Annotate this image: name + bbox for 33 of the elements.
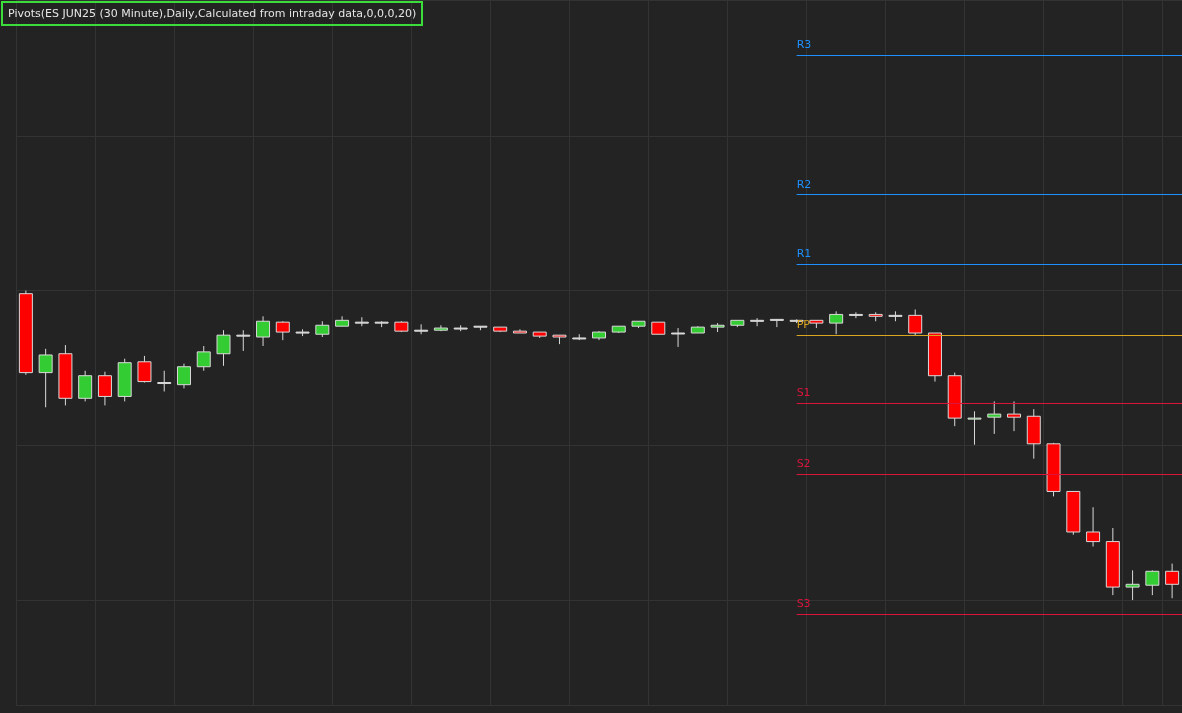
candlestick: [38, 348, 53, 408]
candlestick: [78, 370, 93, 402]
ref-line-label: R2: [796, 177, 812, 191]
ref-line-label: S1: [796, 386, 811, 400]
ref-line-label: R3: [796, 38, 812, 52]
candlestick: [750, 317, 765, 327]
candlestick: [1086, 506, 1101, 548]
candlestick: [848, 311, 863, 319]
ref-line-label: R1: [796, 246, 812, 260]
candlestick: [157, 370, 172, 392]
candlestick: [216, 329, 231, 367]
candlestick: [275, 320, 290, 341]
candlestick: [967, 410, 982, 446]
candlestick: [829, 310, 844, 335]
candlestick: [176, 363, 191, 389]
candlestick: [196, 345, 211, 372]
ref-line-label: S3: [796, 597, 811, 611]
candlestick: [908, 308, 923, 336]
candlestick: [236, 329, 251, 352]
candlestick: [1165, 563, 1180, 599]
candlestick: [1007, 400, 1022, 432]
ref-line-label: PP: [796, 318, 811, 332]
chart-title: Pivots(ES JUN25 (30 Minute),Daily,Calculated from intraday data,0,0,0,20): [8, 7, 417, 20]
candlestick: [987, 400, 1002, 435]
ref-line-label: S2: [796, 457, 811, 471]
candlestick: [97, 371, 112, 406]
candlestick: [671, 327, 686, 348]
candlestick: [769, 318, 784, 328]
candlestick: [414, 323, 429, 335]
candlestick: [1125, 569, 1140, 601]
candlestick: [137, 355, 152, 384]
candlestick: [1145, 569, 1160, 596]
candlestick: [256, 315, 271, 347]
